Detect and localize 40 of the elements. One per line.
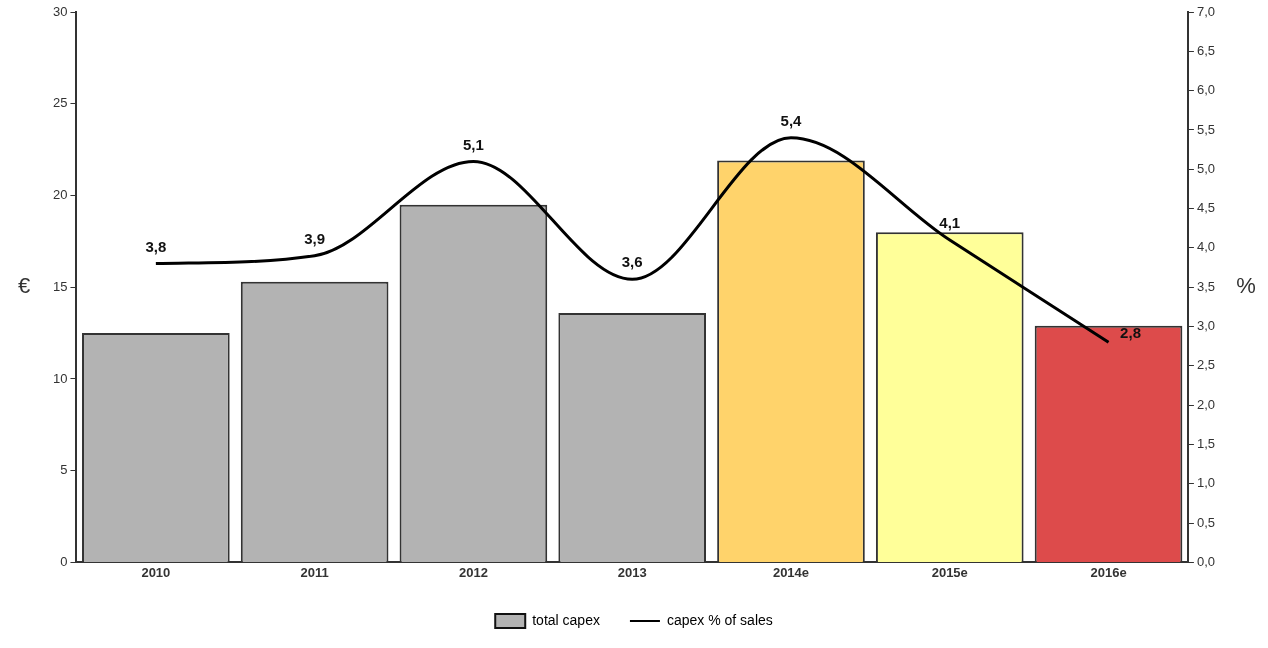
y2-tick-label: 4,5 <box>1196 200 1216 216</box>
data-label: 5,4 <box>780 111 803 129</box>
y2-tick-label: 5,0 <box>1196 160 1216 176</box>
data-label: 2,8 <box>1120 324 1141 342</box>
y2-tick-label: 1,5 <box>1196 436 1216 452</box>
y-tick-label: 0 <box>60 553 68 569</box>
data-label: 4,1 <box>939 214 961 232</box>
y2-tick-label: 4,0 <box>1196 239 1216 255</box>
y-axis-title: € <box>17 273 31 299</box>
x-tick-label: 2010 <box>141 564 171 580</box>
y2-tick-label: 2,0 <box>1196 396 1216 412</box>
y2-tick-label: 0,5 <box>1196 514 1216 530</box>
y-tick-label: 10 <box>52 370 68 386</box>
x-tick-label: 2012 <box>458 564 488 580</box>
x-tick-label: 2014e <box>772 564 810 580</box>
y2-tick-label: 7,0 <box>1196 3 1216 19</box>
legend-label: capex % of sales <box>666 611 773 628</box>
x-tick-label: 2015e <box>931 564 968 580</box>
y2-tick-label: 3,0 <box>1196 318 1216 334</box>
x-tick-label: 2013 <box>617 564 647 580</box>
y2-tick-label: 6,0 <box>1196 82 1216 98</box>
data-label: 3,8 <box>145 237 167 255</box>
y2-axis-title: % <box>1236 273 1256 299</box>
y-tick-label: 5 <box>60 462 68 478</box>
x-tick-label: 2011 <box>300 564 329 580</box>
y2-tick-label: 1,0 <box>1196 475 1216 491</box>
y2-tick-label: 3,5 <box>1196 278 1216 294</box>
y-tick-label: 25 <box>52 95 68 111</box>
y2-tick-label: 0,0 <box>1196 553 1216 569</box>
legend-label: total capex <box>532 611 600 628</box>
data-label: 5,1 <box>462 135 484 153</box>
y2-tick-label: 5,5 <box>1196 121 1216 137</box>
y-tick-label: 30 <box>52 3 68 19</box>
y-tick-label: 15 <box>52 278 68 294</box>
y-tick-label: 20 <box>52 187 68 203</box>
x-tick-label: 2016e <box>1090 564 1127 580</box>
y2-tick-label: 2,5 <box>1196 357 1216 373</box>
data-label: 3,9 <box>304 229 326 247</box>
y2-tick-label: 6,5 <box>1196 42 1216 58</box>
data-label: 3,6 <box>621 253 643 271</box>
